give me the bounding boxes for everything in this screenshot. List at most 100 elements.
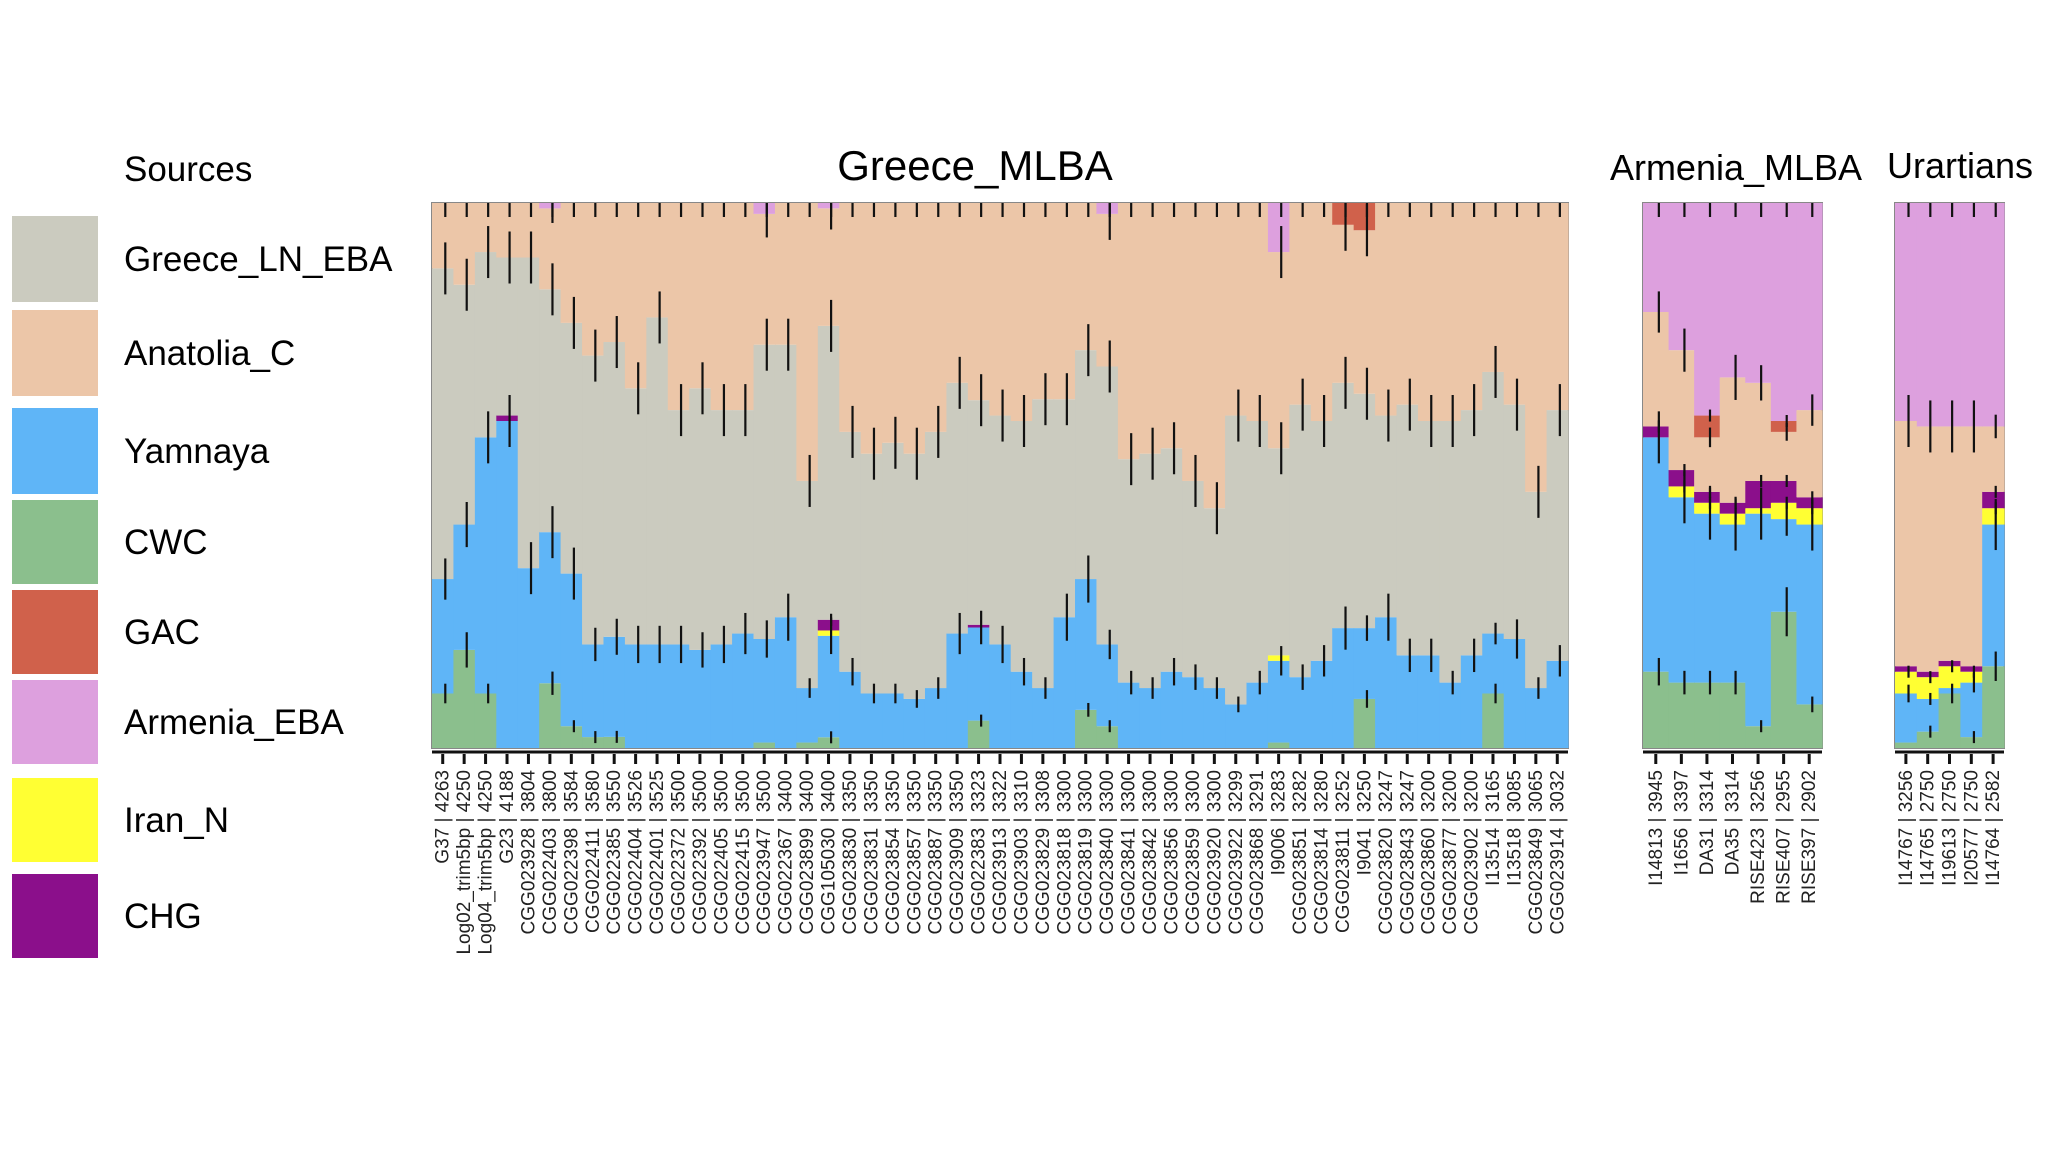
bar-segment-armenia-eba <box>1982 203 2005 427</box>
bar-segment-yamnaya <box>796 688 819 743</box>
bar-segment-chg <box>967 624 990 628</box>
bar-segment-yamnaya <box>1267 660 1290 743</box>
bar-segment-armenia-eba <box>1719 203 1746 378</box>
bar-segment-anatolia-c <box>817 208 840 326</box>
x-tick-label: I1656 | 3397 <box>1671 770 1692 875</box>
bar-segment-yamnaya <box>603 636 626 737</box>
bar-segment-yamnaya <box>1417 655 1440 748</box>
bar-segment-armenia-eba <box>1796 203 1823 411</box>
bar-segment-iran-n <box>1267 655 1290 661</box>
bar-segment-greece-ln-eba <box>667 410 690 645</box>
bar-segment-cwc <box>432 693 455 748</box>
bar-segment-anatolia-c <box>1032 203 1055 400</box>
x-tick-label: CGG023851 | 3282 <box>1290 770 1311 934</box>
x-tick-label: CGG023899 | 3400 <box>797 770 818 934</box>
x-tick-label: CGG022411 | 3580 <box>583 770 604 933</box>
bar-segment-anatolia-c <box>989 203 1012 416</box>
bar-segment-cwc <box>1745 726 1772 748</box>
x-tick-label: I20577 | 2750 <box>1961 770 1982 886</box>
bar-segment-greece-ln-eba <box>517 257 540 569</box>
bar-segment-anatolia-c <box>839 203 862 432</box>
bar-segment-yamnaya <box>1203 688 1226 748</box>
bar-segment-anatolia-c <box>967 203 990 401</box>
bar-segment-cwc <box>560 726 583 748</box>
bar-segment-cwc <box>796 742 819 748</box>
x-tick-label: I13518 | 3085 <box>1504 770 1525 886</box>
bar-segment-armenia-eba <box>1668 203 1695 351</box>
bar-segment-chg <box>1982 491 2005 509</box>
bar-segment-iran-n <box>1668 486 1695 498</box>
x-tick-label: G37 | 4263 <box>433 770 454 864</box>
bar-segment-greece-ln-eba <box>989 415 1012 645</box>
bar-segment-greece-ln-eba <box>1246 421 1269 683</box>
bar-segment-anatolia-c <box>1353 230 1376 394</box>
legend-swatch-gac <box>12 590 98 674</box>
bar-segment-anatolia-c <box>1332 224 1355 383</box>
bar-segment-yamnaya <box>1525 688 1548 748</box>
x-tick-label: CGG023841 | 3300 <box>1119 770 1140 934</box>
bar-segment-yamnaya <box>496 421 519 748</box>
legend-swatch-greece-ln-eba <box>12 216 98 302</box>
bar-segment-greece-ln-eba <box>432 268 455 580</box>
bar-segment-anatolia-c <box>924 203 948 432</box>
bar-segment-yamnaya <box>517 568 540 748</box>
bar-segment-cwc <box>1770 611 1798 748</box>
bar-segment-anatolia-c <box>774 203 797 345</box>
bar-segment-cwc <box>603 736 626 748</box>
bar-segment-anatolia-c <box>1796 410 1823 498</box>
bar-segment-yamnaya <box>860 693 883 748</box>
bar-segment-greece-ln-eba <box>817 325 840 620</box>
bar-segment-gac <box>1694 415 1721 438</box>
bar-segment-greece-ln-eba <box>1225 415 1248 705</box>
bar-segment-yamnaya <box>560 573 583 727</box>
bar-segment-greece-ln-eba <box>1267 448 1290 656</box>
bar-segment-cwc <box>967 720 990 748</box>
bar-segment-yamnaya <box>689 649 712 748</box>
bar-segment-chg <box>1895 666 1918 672</box>
bar-segment-cwc <box>1668 682 1695 748</box>
bar-segment-chg <box>1745 480 1772 509</box>
bar-segment-yamnaya <box>946 633 969 748</box>
bar-segment-iran-n <box>1938 666 1961 689</box>
bar-segment-anatolia-c <box>1375 203 1398 416</box>
bar-segment-chg <box>1960 666 1983 672</box>
bar-segment-yamnaya <box>453 524 476 650</box>
bar-segment-anatolia-c <box>1525 203 1548 492</box>
bar-segment-iran-n <box>1719 513 1746 525</box>
bar-segment-greece-ln-eba <box>796 480 819 689</box>
bar-segment-greece-ln-eba <box>1396 404 1419 656</box>
x-tick-label: CGG022403 | 3800 <box>540 770 561 934</box>
bar-segment-anatolia-c <box>1982 426 2005 492</box>
x-tick-label: CGG023820 | 3247 <box>1376 770 1397 934</box>
bar-segment-anatolia-c <box>603 203 626 343</box>
legend-label-armenia-eba: Armenia_EBA <box>124 703 344 742</box>
bar-segment-yamnaya <box>1460 655 1483 748</box>
bar-segment-anatolia-c <box>1460 203 1483 411</box>
legend-label-greece-ln-eba: Greece_LN_EBA <box>124 240 393 279</box>
bar-segment-armenia-eba <box>1960 203 1983 427</box>
x-tick-label: CGG022383 | 3323 <box>969 770 990 934</box>
bar-segment-greece-ln-eba <box>1310 421 1333 661</box>
bar-segment-armenia-eba <box>1745 203 1772 383</box>
bar-segment-cwc <box>539 683 562 748</box>
bar-segment-yamnaya <box>582 644 605 738</box>
x-tick-label: CGG023868 | 3291 <box>1247 770 1268 934</box>
bar-segment-gac <box>1332 203 1355 225</box>
bar-segment-cwc <box>453 649 476 748</box>
x-tick-label: CGG023819 | 3300 <box>1076 770 1097 934</box>
bar-segment-greece-ln-eba <box>924 431 948 689</box>
bar-segment-greece-ln-eba <box>1182 480 1205 678</box>
bar-segment-cwc <box>1895 742 1918 748</box>
bar-segment-yamnaya <box>839 671 862 748</box>
bar-segment-greece-ln-eba <box>474 252 497 438</box>
bar-segment-greece-ln-eba <box>1460 410 1483 656</box>
bar-segment-yamnaya <box>817 635 840 738</box>
bar-segment-yamnaya <box>1053 617 1076 748</box>
bar-segment-anatolia-c <box>710 203 733 411</box>
x-tick-label: I9006 | 3283 <box>1269 770 1290 875</box>
bar-segment-greece-ln-eba <box>1503 404 1526 639</box>
x-tick-label: CGG023814 | 3280 <box>1312 770 1333 934</box>
x-tick-label: CGG022401 | 3525 <box>647 770 668 934</box>
bar-segment-anatolia-c <box>1396 203 1419 405</box>
bar-segment-yamnaya <box>1246 682 1269 748</box>
